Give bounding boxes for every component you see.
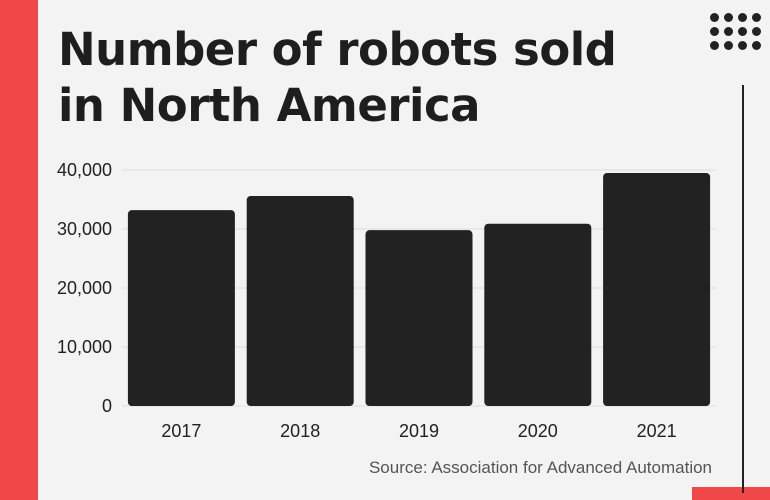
y-tick-label: 30,000 bbox=[57, 219, 112, 239]
x-tick-label: 2017 bbox=[161, 421, 201, 441]
accent-bar-bottom bbox=[692, 487, 770, 500]
y-tick-label: 10,000 bbox=[57, 337, 112, 357]
y-tick-label: 20,000 bbox=[57, 278, 112, 298]
accent-bar-left bbox=[0, 0, 38, 500]
divider-line bbox=[742, 85, 744, 493]
title-line-2: in North America bbox=[58, 79, 481, 132]
bar-2018 bbox=[246, 195, 354, 406]
x-tick-label: 2021 bbox=[637, 421, 677, 441]
bar-2021 bbox=[603, 172, 711, 406]
bar-2019 bbox=[365, 230, 473, 406]
x-tick-label: 2018 bbox=[280, 421, 320, 441]
y-tick-label: 0 bbox=[102, 396, 112, 416]
x-tick-label: 2019 bbox=[399, 421, 439, 441]
dots-grid-icon bbox=[710, 13, 761, 63]
source-note: Source: Association for Advanced Automat… bbox=[368, 458, 712, 477]
y-tick-label: 40,000 bbox=[57, 160, 112, 180]
bar-2017 bbox=[127, 210, 235, 406]
title-line-1: Number of robots sold bbox=[58, 23, 617, 76]
chart-title: Number of robots sold in North America bbox=[58, 22, 678, 134]
x-tick-label: 2020 bbox=[518, 421, 558, 441]
bar-2020 bbox=[484, 223, 592, 406]
